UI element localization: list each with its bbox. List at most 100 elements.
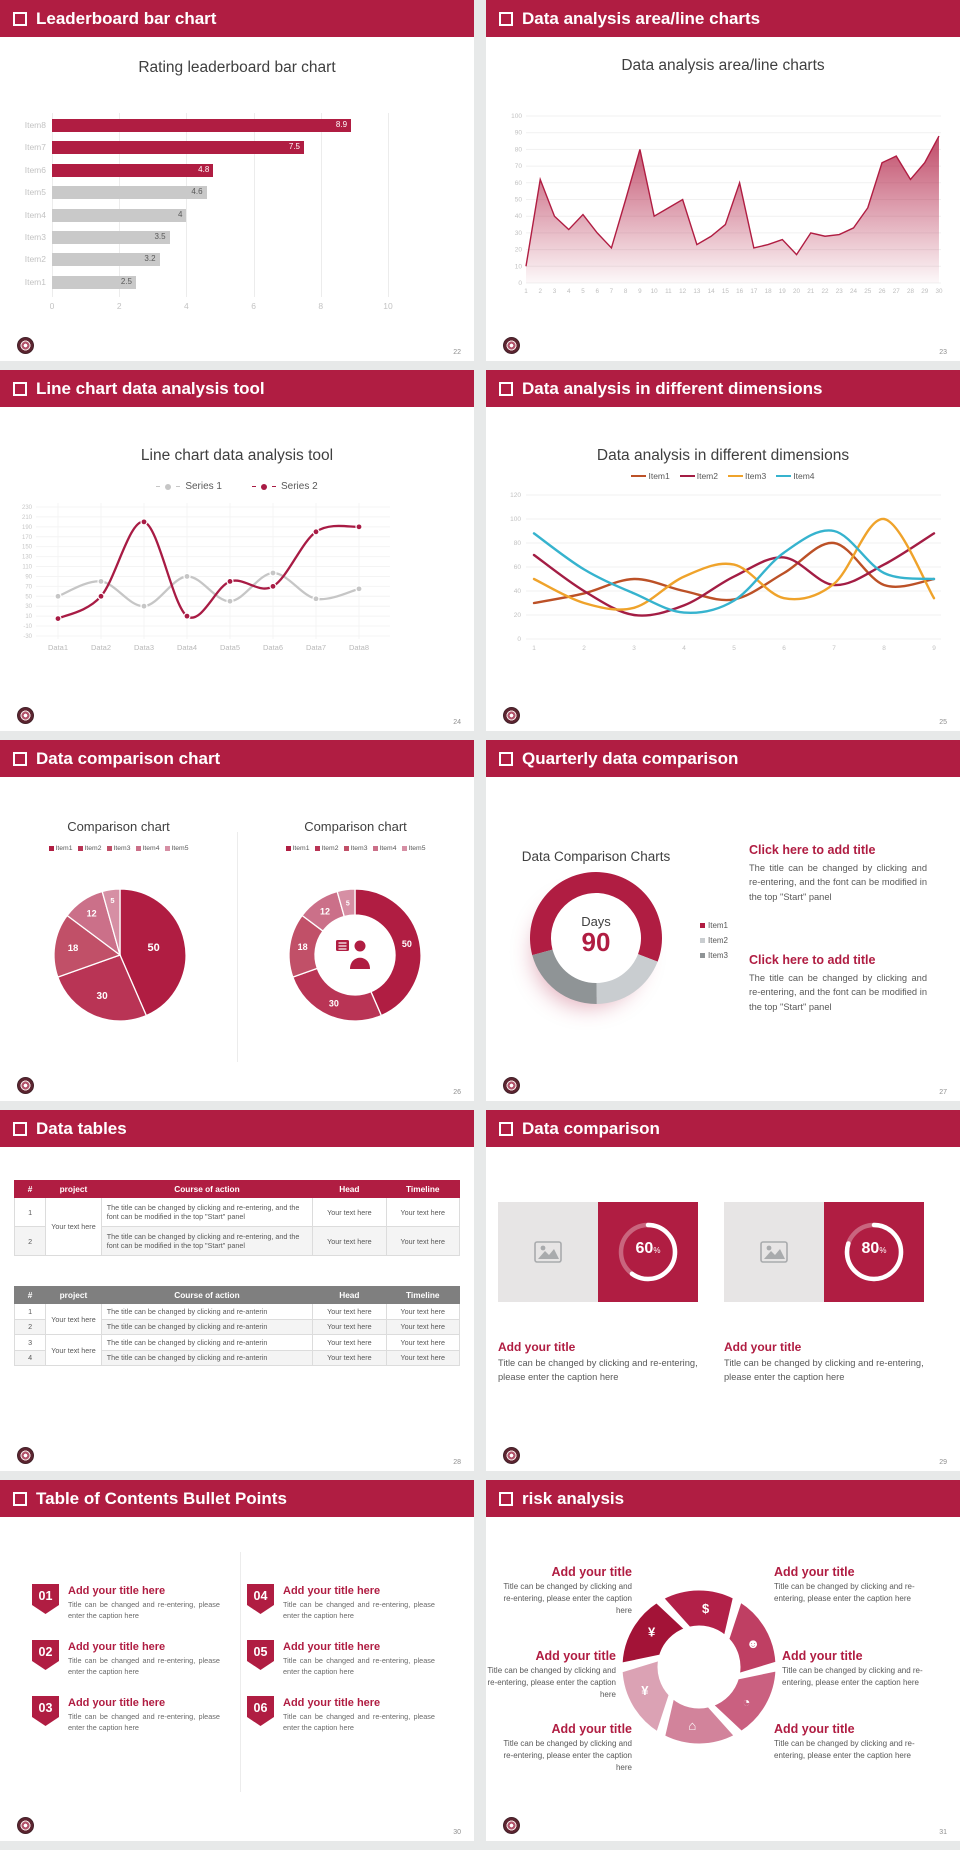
legend: Series 1 Series 2 xyxy=(0,481,474,492)
series-line xyxy=(532,532,936,617)
slide-header-title: Data comparison chart xyxy=(36,748,221,768)
legend-item: Item4 xyxy=(372,845,397,852)
legend-label: Item5 xyxy=(408,845,426,852)
toc-item-caption: Title can be changed and re-entering, pl… xyxy=(283,1712,435,1732)
legend-line-swatch xyxy=(679,474,695,478)
bar-value-label: 4 xyxy=(177,209,183,219)
square-bullet-icon xyxy=(13,1121,27,1136)
cell-head: Your text here xyxy=(312,1197,387,1227)
cell-project: Your text here xyxy=(45,1334,102,1366)
page-number: 27 xyxy=(939,1089,947,1096)
coins-icon: $ xyxy=(702,1601,710,1616)
donut-value-label: 5 xyxy=(346,900,350,907)
slide-content: 01 Add your title here Title can be change… xyxy=(0,1517,474,1841)
bar-category-label: Item5 xyxy=(24,187,46,198)
x-tick-label: 2 xyxy=(582,645,586,652)
y-tick-label: 110 xyxy=(22,565,32,571)
y-tick-label: 40 xyxy=(514,588,522,595)
y-tick-label: 90 xyxy=(25,574,32,580)
toc-item-caption: Title can be changed and re-entering, pl… xyxy=(283,1600,435,1620)
legend-item: Item1 xyxy=(631,471,670,481)
pinwheel-blade xyxy=(709,1667,779,1735)
bar-category-label: Item2 xyxy=(24,254,46,265)
legend-label: Item2 xyxy=(321,845,339,852)
cell-course: The title can be changed by clicking and… xyxy=(100,1334,314,1351)
legend: Item1 Item2 Item3 Item4 xyxy=(486,471,960,481)
progress-box: 60% xyxy=(598,1202,698,1302)
y-tick-label: 100 xyxy=(511,113,522,120)
slide-header: Data analysis in different dimensions xyxy=(486,370,960,407)
data-point xyxy=(183,572,191,581)
school-crest-logo xyxy=(503,707,520,724)
table-row: 1 Your text here The title can be changed … xyxy=(13,1303,461,1335)
risk-block-title: Add your title xyxy=(551,1722,632,1736)
legend-label: Item1 xyxy=(292,845,310,852)
donut-slice xyxy=(354,888,422,1017)
series-line xyxy=(532,541,936,605)
y-tick-label: 30 xyxy=(515,230,523,237)
x-tick-label: 10 xyxy=(383,301,393,311)
area-line xyxy=(525,135,940,267)
line-chart: 230 210 190 170 150 130 110 90 70 50 30 10 -10 -30 Dat… xyxy=(22,503,390,652)
data-point xyxy=(54,615,62,623)
legend-label: Item1 xyxy=(55,845,73,852)
legend-marker-dot xyxy=(165,483,172,490)
image-placeholder-box xyxy=(498,1202,598,1302)
percent-sign: % xyxy=(879,1246,887,1255)
data-point xyxy=(97,577,105,585)
bar-value-label: 3.2 xyxy=(144,254,156,264)
page-number: 28 xyxy=(453,1459,461,1466)
pie-value-label: 18 xyxy=(68,943,79,954)
x-tick-label: 5 xyxy=(581,288,585,295)
legend-dash xyxy=(176,485,181,488)
x-gridline xyxy=(253,113,255,297)
school-crest-logo xyxy=(503,1817,520,1834)
x-tick-label: 3 xyxy=(553,288,557,295)
pie-slice xyxy=(101,888,121,956)
cell-head: Your text here xyxy=(312,1334,387,1351)
x-tick-label: 14 xyxy=(708,288,716,295)
slide-different-dimensions: Data analysis in different dimensions Dat… xyxy=(486,370,960,731)
x-tick-label: Data1 xyxy=(48,643,68,652)
legend-swatch xyxy=(700,923,705,928)
pie-slice xyxy=(119,888,187,1017)
cell-project: Your text here xyxy=(45,1197,102,1256)
slide-header: Data tables xyxy=(0,1110,474,1147)
legend-item: Item5 xyxy=(401,845,426,852)
data-point xyxy=(355,585,363,593)
y-tick-label: 120 xyxy=(510,492,521,499)
x-tick-label: 22 xyxy=(822,288,830,295)
y-tick-label: 150 xyxy=(22,545,33,551)
page-number: 23 xyxy=(939,349,947,356)
x-tick-label: 1 xyxy=(524,288,528,295)
school-crest-logo xyxy=(503,1447,520,1464)
donut-segment xyxy=(532,949,597,1004)
quarterly-donut-chart xyxy=(530,872,662,1004)
data-point xyxy=(140,518,148,526)
bar-value-label: 3.5 xyxy=(154,232,166,241)
series-line xyxy=(532,517,936,611)
y-tick-label: 40 xyxy=(515,213,523,220)
x-tick-label: 16 xyxy=(736,288,744,295)
legend-swatch xyxy=(700,938,705,943)
slide-header: Quarterly data comparison xyxy=(486,740,960,777)
x-tick-label: 9 xyxy=(638,288,642,295)
legend-swatch xyxy=(106,846,112,851)
page-number: 22 xyxy=(453,349,461,356)
bar: 3.5 xyxy=(52,231,170,244)
x-tick-label: 4 xyxy=(567,288,571,295)
cell-index: 1 xyxy=(13,1303,47,1320)
legend-item: Item3 xyxy=(106,845,131,852)
y-tick-label: 0 xyxy=(517,636,521,643)
y-tick-label: 70 xyxy=(25,584,32,590)
page-number: 25 xyxy=(939,719,947,726)
y-tick-label: 50 xyxy=(515,197,523,204)
series-line xyxy=(57,571,360,608)
slide-table-of-contents: Table of Contents Bullet Points 01 Add you… xyxy=(0,1480,474,1841)
toc-item-caption: Title can be changed and re-entering, pl… xyxy=(68,1600,220,1620)
data-table: # project Course of action Head Timeline 1 You… xyxy=(13,1180,461,1256)
x-tick-label: Data4 xyxy=(177,643,197,652)
x-tick-label: 23 xyxy=(836,288,844,295)
legend: Item1 Item2 Item3 xyxy=(700,921,728,960)
progress-ring xyxy=(618,1222,678,1282)
